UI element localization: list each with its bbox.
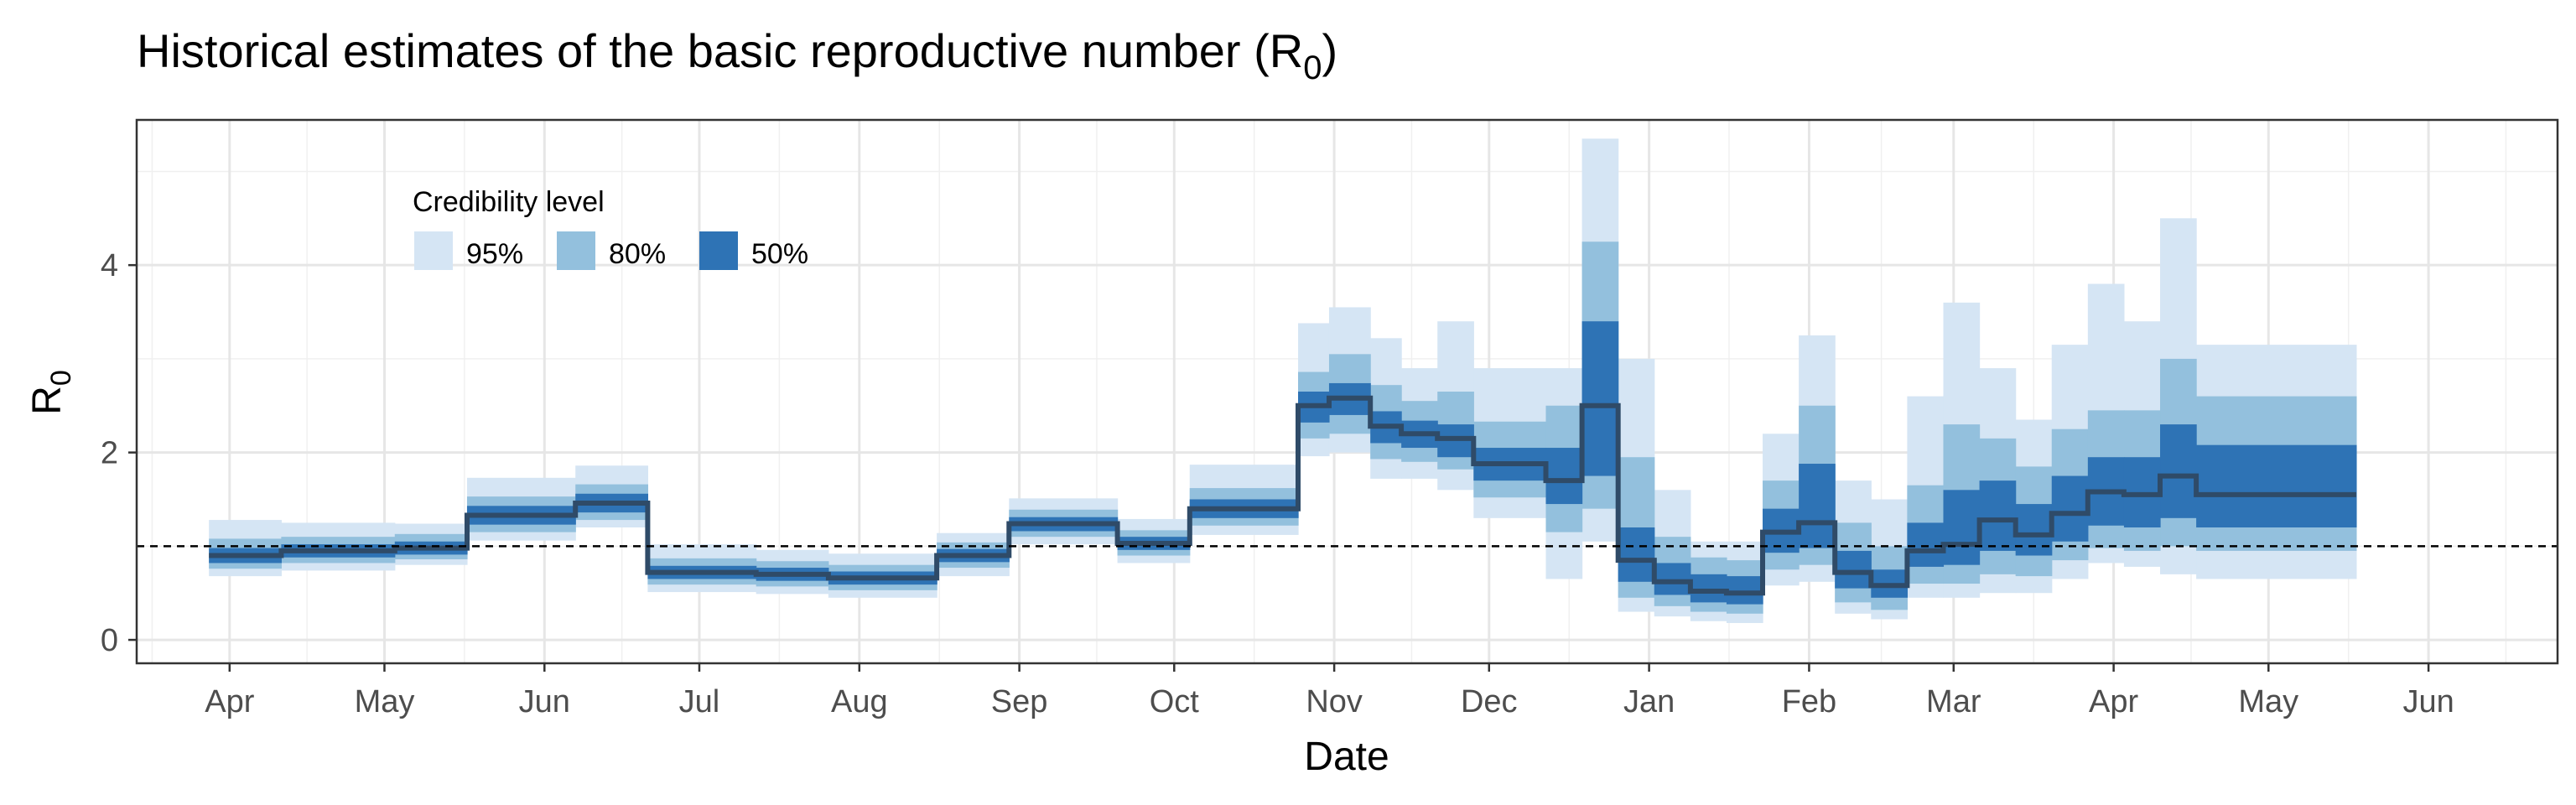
band-50-segment: [1581, 321, 1619, 476]
x-tick-label: Dec: [1461, 684, 1518, 719]
band-50-segment: [2015, 504, 2053, 556]
legend-label-50: 50%: [751, 238, 808, 270]
x-tick-label: May: [2238, 684, 2298, 719]
band-50-segment: [1654, 563, 1691, 595]
x-tick-label: Oct: [1150, 684, 1200, 719]
legend-label-80: 80%: [609, 238, 666, 270]
band-50-segment: [1726, 576, 1763, 605]
legend-swatch-95: [414, 231, 453, 270]
band-50-segment: [1907, 522, 1945, 567]
legend-swatch-80: [557, 231, 595, 270]
band-50-segment: [2196, 444, 2357, 527]
chart-title-main: Historical estimates of the basic reprod…: [137, 24, 1303, 77]
x-tick-label: Mar: [1926, 684, 1981, 719]
band-50-segment: [2051, 475, 2089, 542]
x-tick-label: Jan: [1623, 684, 1675, 719]
x-tick-label: May: [355, 684, 415, 719]
band-50-segment: [1835, 550, 1872, 589]
x-tick-label: Aug: [831, 684, 888, 719]
y-tick-label: 4: [101, 248, 118, 283]
band-50-segment: [1690, 574, 1727, 603]
band-50-segment: [1545, 448, 1583, 505]
x-tick-label: Apr: [205, 684, 254, 719]
y-axis-label: R0: [25, 370, 77, 415]
chart-title-suffix: ): [1322, 24, 1337, 77]
band-50-segment: [2160, 424, 2197, 518]
legend-title: Credibility level: [413, 186, 605, 218]
band-50-segment: [1799, 464, 1836, 548]
plot-panel: [135, 118, 2559, 665]
y-axis-label-subscript: 0: [45, 370, 77, 386]
band-50-segment: [1618, 527, 1655, 582]
x-axis: Apr May Jun Jul Aug Sep Oct Nov Dec Jan Feb Mar Apr M…: [205, 663, 2454, 719]
y-axis: 0 2 4: [101, 248, 137, 658]
legend-label-95: 95%: [466, 238, 523, 270]
chart-title-subscript: 0: [1303, 49, 1322, 86]
x-tick-label: Apr: [2089, 684, 2138, 719]
y-tick-label: 0: [101, 623, 118, 658]
legend-swatch-50: [699, 231, 738, 270]
x-tick-label: Sep: [991, 684, 1048, 719]
panel-border: [135, 118, 2559, 665]
x-tick-label: Feb: [1782, 684, 1836, 719]
x-axis-label: Date: [1304, 735, 1389, 779]
y-axis-label-main: R: [25, 386, 70, 415]
x-tick-label: Jun: [519, 684, 570, 719]
band-50-segment: [1943, 490, 1981, 565]
chart-title: Historical estimates of the basic reprod…: [137, 24, 1337, 86]
y-tick-label: 2: [101, 436, 118, 471]
x-tick-label: Jul: [679, 684, 720, 719]
x-tick-label: Nov: [1306, 684, 1363, 719]
legend: Credibility level 95% 80% 50%: [413, 186, 808, 270]
median-line: [209, 395, 2356, 596]
x-tick-label: Jun: [2402, 684, 2454, 719]
band-50-segment: [1979, 480, 2017, 551]
